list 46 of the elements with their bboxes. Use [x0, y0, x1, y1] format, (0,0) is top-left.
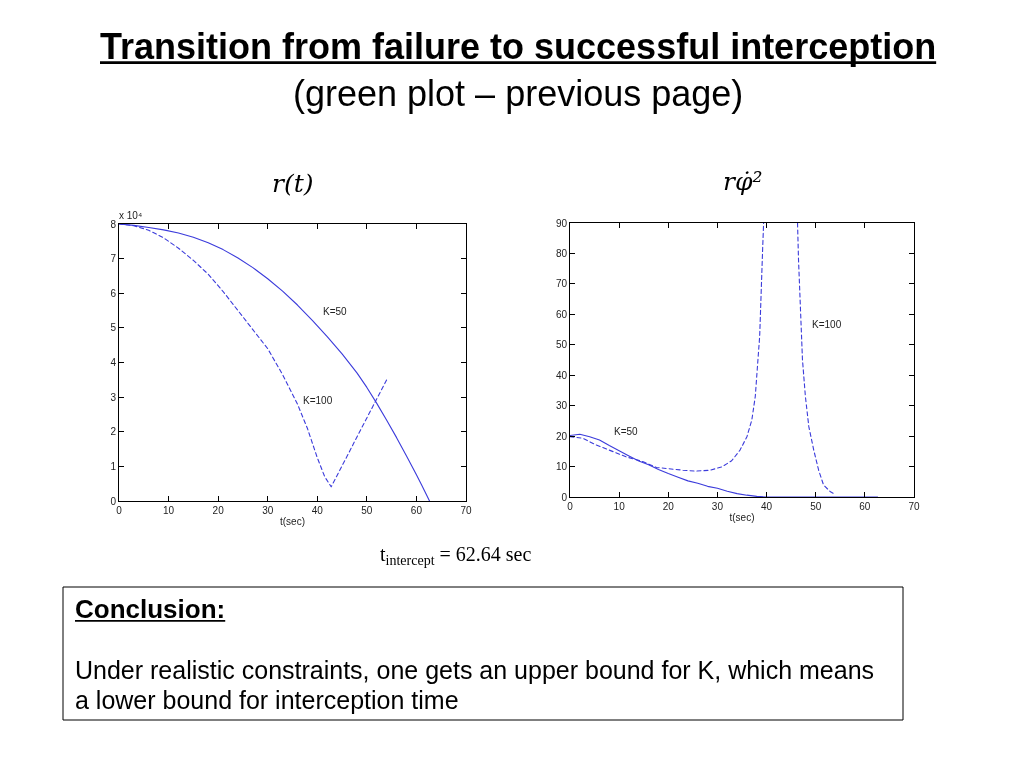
x-tick-label: 20 [212, 505, 225, 516]
series-label: K=100 [812, 319, 842, 330]
y-tick-label: 4 [110, 357, 117, 368]
chart-title: r(t) [272, 169, 314, 198]
y-tick-label: 5 [110, 322, 117, 334]
x-tick-label: 10 [613, 501, 626, 512]
y-tick-label: 3 [110, 391, 117, 403]
x-tick-label: 30 [711, 501, 724, 512]
y-tick-label: 10 [555, 461, 568, 473]
x-tick-label: 30 [262, 505, 274, 516]
y-tick-label: 70 [555, 278, 568, 290]
chart-title: rφ̇² [723, 167, 763, 196]
text: t$_{intercept}$ = 62.64 sec [380, 543, 532, 569]
x-tick-label: 70 [908, 501, 920, 512]
x-tick-label: 20 [662, 501, 675, 512]
y-tick-label: 50 [555, 339, 568, 351]
y-tick-label: 30 [555, 400, 568, 412]
y-tick-label: 8 [110, 218, 117, 230]
series-label: K=100 [303, 395, 333, 406]
y-tick-label: 7 [110, 253, 117, 265]
x-tick-label: 40 [311, 505, 324, 516]
x-tick-label: 50 [361, 505, 373, 516]
y-tick-label: 40 [555, 369, 568, 381]
text: Under realistic constraints, one gets an upper bound for K, which means a lower bound for interception time [75, 656, 875, 714]
x-tick-label: 40 [761, 501, 773, 512]
text: Conclusion: [75, 594, 226, 624]
y-tick-label: 2 [110, 426, 117, 438]
y-tick-label: 6 [110, 287, 117, 299]
x-tick-label: 60 [859, 501, 871, 512]
x-tick-label: 70 [460, 505, 472, 516]
x-axis-title: t(sec) [729, 511, 755, 523]
text: (green plot – previous page) [293, 73, 744, 114]
y-tick-label: 90 [555, 217, 568, 229]
y-tick-label: 1 [110, 460, 117, 472]
series-label: K=50 [614, 426, 639, 437]
x-axis-title: t(sec) [280, 515, 305, 527]
series-label: K=50 [323, 306, 348, 317]
x-tick-label: 50 [810, 501, 822, 512]
x-tick-label: 60 [410, 505, 423, 516]
text: Transition from failure to successful interception [100, 26, 937, 67]
y-tick-label: 20 [555, 430, 568, 442]
y-tick-label: 60 [555, 308, 568, 320]
x-tick-label: 10 [163, 505, 175, 516]
y-tick-label: 0 [561, 491, 568, 503]
y-axis-title: x 10⁴ [119, 210, 143, 221]
y-tick-label: 80 [555, 247, 568, 259]
